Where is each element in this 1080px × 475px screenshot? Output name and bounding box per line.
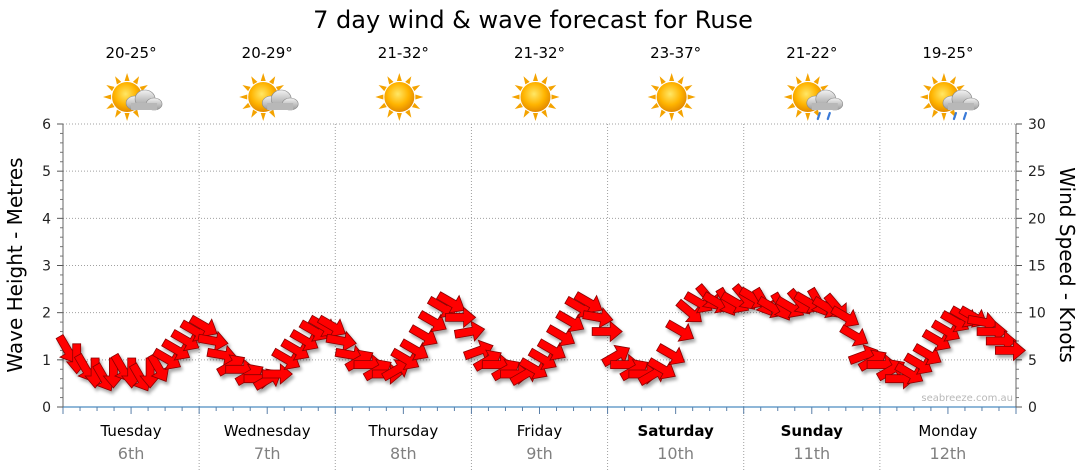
day-date: 9th [526,444,553,463]
day-labels: Tuesday 6th Wednesday 7th Thursday 8th Friday 9… [100,422,978,463]
wind-arrows [50,279,1026,397]
temperature-range: 20-25° [106,44,157,62]
wind-arrow [591,321,623,342]
left-tick-label: 5 [42,164,51,180]
temperature-range: 20-29° [242,44,293,62]
showers-icon [783,73,844,121]
left-axis-label: Wave Height - Metres [3,157,27,372]
showers-icon [919,73,980,121]
day-date: 10th [657,444,694,463]
day-date: 12th [930,444,967,463]
right-tick-label: 20 [1028,211,1046,227]
left-tick-label: 6 [42,117,51,133]
day-name: Sunday [781,422,844,440]
day-name: Saturday [637,422,714,440]
temperature-range: 21-22° [786,44,837,62]
watermark: seabreeze.com.au [921,393,1013,404]
right-tick-label: 10 [1028,306,1046,322]
right-axis: 0 5 10 15 20 25 30 [1015,117,1046,416]
chart-grid [62,123,1017,470]
temperature-range: 23-37° [650,44,701,62]
temperature-range: 19-25° [922,44,973,62]
day-name: Tuesday [100,422,162,440]
day-name: Thursday [367,422,438,440]
partly-cloudy-icon [103,73,163,121]
wind-arrow [452,318,487,345]
left-tick-label: 2 [42,306,51,322]
right-tick-label: 30 [1028,117,1046,133]
right-tick-label: 25 [1028,164,1046,180]
left-tick-label: 1 [42,353,51,369]
weather-row: 20-25° 20-29° 21-32° 21-32° 23-37° 21-22° 19-2… [103,44,980,121]
left-tick-label: 0 [42,400,51,416]
temperature-range: 21-32° [378,44,429,62]
day-name: Wednesday [224,422,311,440]
right-axis-label: Wind Speed - Knots [1055,167,1079,363]
day-name: Monday [918,422,977,440]
partly-cloudy-icon [239,73,299,121]
day-date: 8th [390,444,417,463]
left-axis: 0 1 2 3 4 5 6 [42,117,64,416]
temperature-range: 21-32° [514,44,565,62]
right-tick-label: 15 [1028,259,1046,275]
day-date: 6th [118,444,145,463]
right-tick-label: 5 [1028,353,1037,369]
right-tick-label: 0 [1028,400,1037,416]
chart-title: 7 day wind & wave forecast for Ruse [313,6,753,34]
sunny-icon [647,73,696,121]
day-date: 7th [254,444,281,463]
day-date: 11th [793,444,830,463]
left-tick-label: 3 [42,259,51,275]
day-name: Friday [517,422,563,440]
sunny-icon [511,73,560,121]
sunny-icon [375,73,424,121]
left-tick-label: 4 [42,211,51,227]
